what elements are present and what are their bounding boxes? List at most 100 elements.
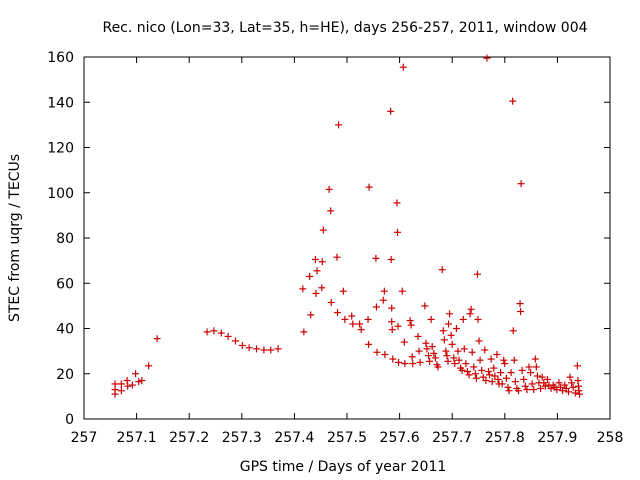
data-point (555, 379, 563, 387)
x-tick-label: 257.5 (327, 430, 367, 446)
data-point (482, 377, 490, 385)
data-point (217, 329, 225, 337)
data-point (509, 327, 517, 335)
data-point (426, 357, 434, 365)
data-point (425, 352, 433, 360)
data-point (398, 287, 406, 295)
data-point (406, 317, 414, 325)
y-axis: 0 20 40 60 80 100 120 140 160 (47, 50, 610, 428)
data-point (430, 349, 438, 357)
data-point (573, 362, 581, 370)
data-point (525, 363, 533, 371)
data-point (428, 343, 436, 351)
data-point (483, 54, 491, 62)
x-tick-label: 257.1 (117, 430, 157, 446)
data-point (455, 356, 463, 364)
data-point (388, 318, 396, 326)
y-tick-label: 0 (65, 412, 74, 428)
data-point (132, 370, 140, 378)
data-point (490, 364, 498, 372)
data-point (408, 353, 416, 361)
data-point (575, 390, 583, 398)
data-point (253, 345, 261, 353)
data-point (299, 285, 307, 293)
x-tick-label: 257.8 (485, 430, 525, 446)
data-point (111, 390, 119, 398)
data-point (459, 315, 467, 323)
data-point (387, 255, 395, 263)
data-point (117, 387, 125, 395)
data-point (274, 345, 282, 353)
data-point (527, 369, 535, 377)
data-point (318, 284, 326, 292)
y-tick-label: 20 (56, 367, 74, 383)
data-point (422, 339, 430, 347)
data-point (224, 332, 232, 340)
data-point (393, 228, 401, 236)
data-point (538, 373, 546, 381)
plot-frame (83, 56, 611, 420)
data-point (393, 199, 401, 207)
data-point (484, 367, 492, 375)
data-point (510, 356, 518, 364)
data-point (571, 389, 579, 397)
data-point (476, 356, 484, 364)
data-point (468, 348, 476, 356)
x-tick-label: 258 (597, 430, 624, 446)
data-point (313, 267, 321, 275)
data-point (504, 383, 512, 391)
data-point (117, 380, 125, 388)
data-point (532, 363, 540, 371)
data-point (531, 355, 539, 363)
data-point (395, 358, 403, 366)
data-point (341, 315, 349, 323)
data-point (465, 371, 473, 379)
data-point (497, 369, 505, 377)
data-point (231, 337, 239, 345)
data-point (472, 374, 480, 382)
data-point (473, 270, 481, 278)
data-point (442, 347, 450, 355)
data-point (475, 337, 483, 345)
data-point (138, 377, 146, 385)
data-point (511, 378, 519, 386)
data-point (245, 344, 253, 352)
data-point (528, 380, 536, 388)
data-point (124, 382, 132, 390)
data-point (438, 266, 446, 274)
data-point (507, 369, 515, 377)
data-point (409, 360, 417, 368)
data-point (401, 360, 409, 368)
data-point (445, 320, 453, 328)
data-point (439, 327, 447, 335)
data-point (306, 272, 314, 280)
data-point (491, 372, 499, 380)
data-point (238, 341, 246, 349)
data-point (470, 363, 478, 371)
data-point (471, 370, 479, 378)
data-point (307, 311, 315, 319)
data-point (494, 375, 502, 383)
data-point (394, 322, 402, 330)
data-point (517, 308, 525, 316)
x-tick-label: 257.4 (274, 430, 314, 446)
data-point (327, 207, 335, 215)
data-point (388, 326, 396, 334)
data-point (372, 303, 380, 311)
data-point (381, 351, 389, 359)
data-point (414, 332, 422, 340)
data-point (541, 382, 549, 390)
data-point (505, 387, 513, 395)
y-tick-label: 160 (47, 50, 74, 66)
data-point (327, 298, 335, 306)
data-point (210, 327, 218, 335)
data-point (339, 287, 347, 295)
data-point (566, 373, 574, 381)
y-tick-label: 120 (47, 141, 74, 157)
data-point (466, 310, 474, 318)
data-point (423, 345, 431, 353)
data-point (517, 180, 525, 188)
data-point (474, 315, 482, 323)
data-point (334, 309, 342, 317)
data-point (498, 380, 506, 388)
